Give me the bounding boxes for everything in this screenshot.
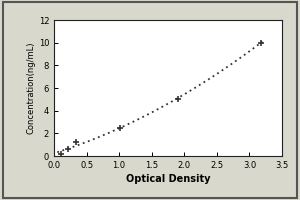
Y-axis label: Concentration(ng/mL): Concentration(ng/mL)	[27, 42, 36, 134]
X-axis label: Optical Density: Optical Density	[126, 174, 210, 184]
